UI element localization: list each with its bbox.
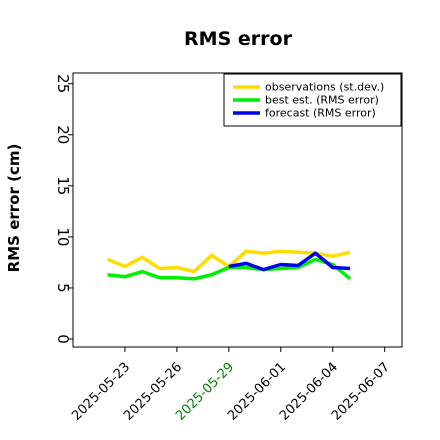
legend-label: best est. (RMS error) xyxy=(265,94,379,107)
legend-label: forecast (RMS error) xyxy=(265,107,376,120)
series-line xyxy=(228,251,351,272)
y-tick-label: 0 xyxy=(54,334,72,344)
legend-label: observations (st.dev.) xyxy=(265,81,384,94)
series-line xyxy=(107,257,352,281)
plot-frame xyxy=(72,72,403,348)
legend: observations (st.dev.)best est. (RMS err… xyxy=(223,73,402,127)
y-tick-label: 20 xyxy=(54,125,72,144)
y-tick-label: 25 xyxy=(54,74,72,93)
y-tick-label: 5 xyxy=(54,283,72,293)
y-tick-label: 10 xyxy=(54,227,72,246)
y-axis-label: RMS error (cm) xyxy=(5,144,23,273)
chart-title: RMS error xyxy=(184,28,293,50)
y-tick-label: 15 xyxy=(54,176,72,195)
